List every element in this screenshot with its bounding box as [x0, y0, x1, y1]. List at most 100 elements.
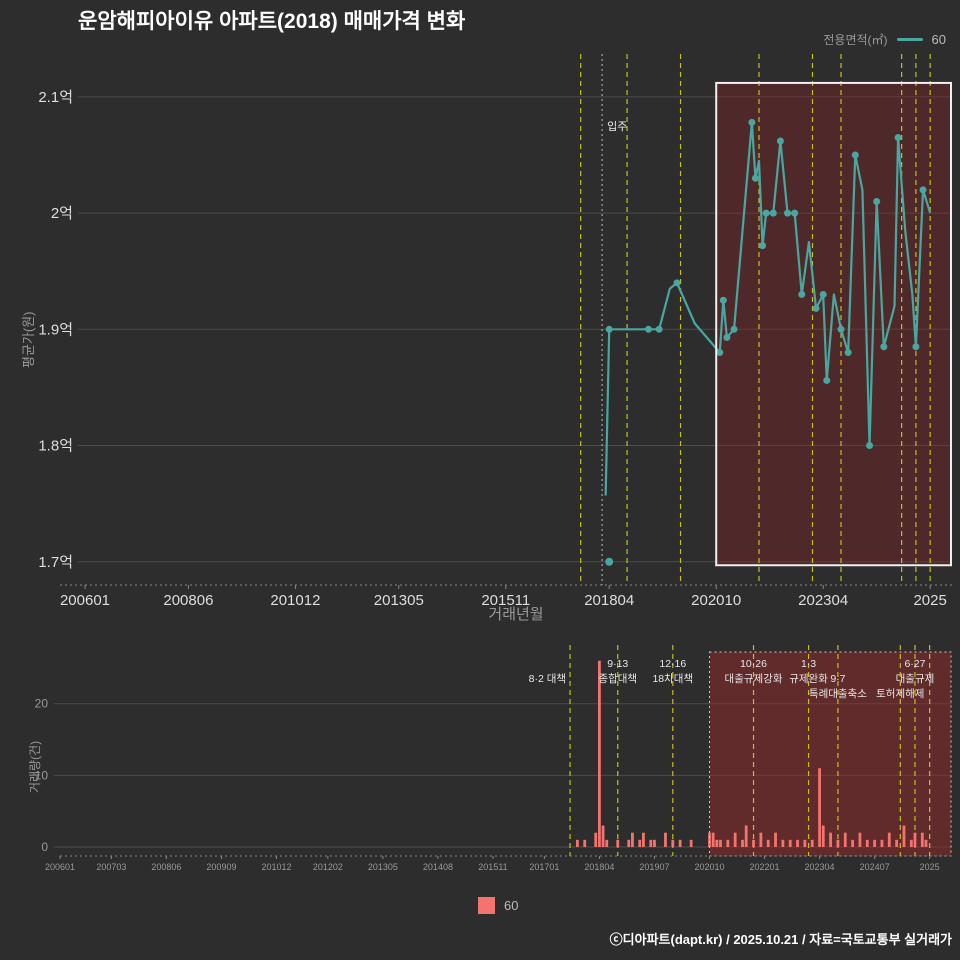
volume-bar [865, 839, 869, 847]
svg-text:10: 10 [35, 768, 49, 782]
volume-bar [649, 839, 653, 847]
volume-bar [741, 839, 744, 847]
svg-text:201804: 201804 [584, 592, 634, 609]
policy-annotation: 18차대책 [652, 673, 693, 685]
policy-annotation: 9·13 [607, 658, 628, 670]
volume-bar [744, 825, 748, 847]
volume-bar [821, 825, 825, 847]
svg-text:200909: 200909 [206, 862, 236, 872]
volume-bar [858, 832, 862, 847]
volume-bar [708, 832, 711, 847]
volume-bar [781, 839, 785, 847]
svg-text:201305: 201305 [374, 592, 424, 609]
volume-bar [902, 825, 906, 847]
legend-bottom: 60 [478, 897, 518, 914]
volume-bar [836, 839, 840, 847]
price-line [604, 121, 932, 496]
svg-text:2.1억: 2.1억 [38, 89, 73, 106]
volume-bar [880, 839, 884, 847]
svg-text:202407: 202407 [860, 862, 890, 872]
legend-bar-swatch [478, 897, 495, 914]
svg-text:202010: 202010 [691, 592, 741, 609]
volume-bar [726, 839, 730, 847]
policy-annotation: 12·16 [659, 658, 686, 670]
svg-text:2025: 2025 [920, 862, 940, 872]
volume-bar [733, 832, 737, 847]
footer-credit: ⓒ디아파트(dapt.kr) / 2025.10.21 / 자료=국토교통부 실… [609, 932, 952, 947]
volume-bar [605, 839, 609, 847]
volume-chart-layer: 0 10 20 200601 200703 200806 200909 201012 20120… [35, 645, 952, 872]
legend-line-swatch [896, 38, 923, 41]
svg-text:202010: 202010 [694, 862, 724, 872]
volume-bar [913, 832, 917, 847]
volume-bar [653, 839, 656, 847]
svg-text:2025: 2025 [913, 592, 946, 609]
svg-text:201012: 201012 [270, 592, 320, 609]
volume-bar [664, 832, 667, 847]
svg-text:200703: 200703 [96, 862, 126, 872]
svg-text:201012: 201012 [261, 862, 291, 872]
volume-bar [616, 839, 620, 847]
isolated-price-point [605, 557, 614, 566]
volume-bar [851, 839, 854, 847]
svg-text:200601: 200601 [45, 862, 75, 872]
volume-bar [601, 825, 605, 847]
volume-bar [774, 832, 777, 847]
svg-text:201511: 201511 [481, 592, 530, 609]
svg-text:0: 0 [41, 840, 48, 854]
svg-text:201511: 201511 [478, 862, 507, 872]
x-axis-label: 거래년월 [488, 606, 544, 623]
volume-bar [719, 839, 722, 847]
policy-annotation: 8·2 대책 [529, 673, 566, 685]
volume-bar [752, 839, 755, 847]
svg-text:201202: 201202 [313, 862, 343, 872]
volume-bar [895, 839, 899, 847]
policy-annotation: 9·7 [830, 673, 845, 685]
legend-area-label: 전용면적(㎡) [823, 33, 888, 47]
volume-bar [711, 832, 715, 847]
svg-text:202304: 202304 [805, 862, 835, 872]
volume-bar [689, 839, 693, 847]
svg-text:200806: 200806 [163, 592, 213, 609]
volume-bar [843, 832, 847, 847]
svg-text:1.8억: 1.8억 [38, 438, 73, 455]
volume-axis-label: 거래량(건) [28, 740, 42, 793]
volume-bar [638, 839, 642, 847]
volume-bar [631, 832, 634, 847]
svg-text:202304: 202304 [798, 592, 848, 609]
svg-text:202201: 202201 [750, 862, 780, 872]
policy-annotation: 종합대책 [598, 673, 637, 685]
volume-bar [627, 839, 631, 847]
policy-annotation: 1·3 [801, 658, 816, 670]
svg-text:201804: 201804 [584, 862, 614, 872]
price-chart-layer: 2.1억 2억 1.9억 1.8억 1.7억 200601 200806 201012 2013… [38, 54, 952, 609]
legend-series-label: 60 [931, 32, 946, 47]
volume-bar [796, 839, 799, 847]
volume-bar [920, 832, 924, 847]
svg-text:200601: 200601 [60, 592, 110, 609]
volume-bar [594, 832, 598, 847]
svg-text:20: 20 [35, 697, 49, 711]
volume-bar [803, 839, 807, 847]
price-axis-label: 평균가(원) [21, 311, 36, 369]
policy-annotation: 토허제해제 [876, 687, 924, 700]
volume-bar [818, 768, 821, 847]
move-in-label: 입주 [607, 120, 627, 133]
policy-annotation: 대출규제 [896, 673, 935, 685]
volume-bar [810, 839, 814, 847]
svg-text:201701: 201701 [529, 862, 559, 872]
svg-text:201408: 201408 [423, 862, 453, 872]
volume-bar [887, 832, 891, 847]
legend-top: 전용면적(㎡) 60 [823, 31, 946, 48]
policy-annotation: 6·27 [904, 658, 925, 670]
volume-bar [678, 839, 682, 847]
policy-annotation: 규제완화 [789, 672, 828, 685]
volume-bar [575, 839, 579, 847]
volume-bar [924, 839, 928, 847]
volume-bar [583, 839, 587, 847]
volume-bar [766, 839, 770, 847]
svg-text:2억: 2억 [51, 205, 73, 222]
volume-bar [598, 660, 601, 847]
